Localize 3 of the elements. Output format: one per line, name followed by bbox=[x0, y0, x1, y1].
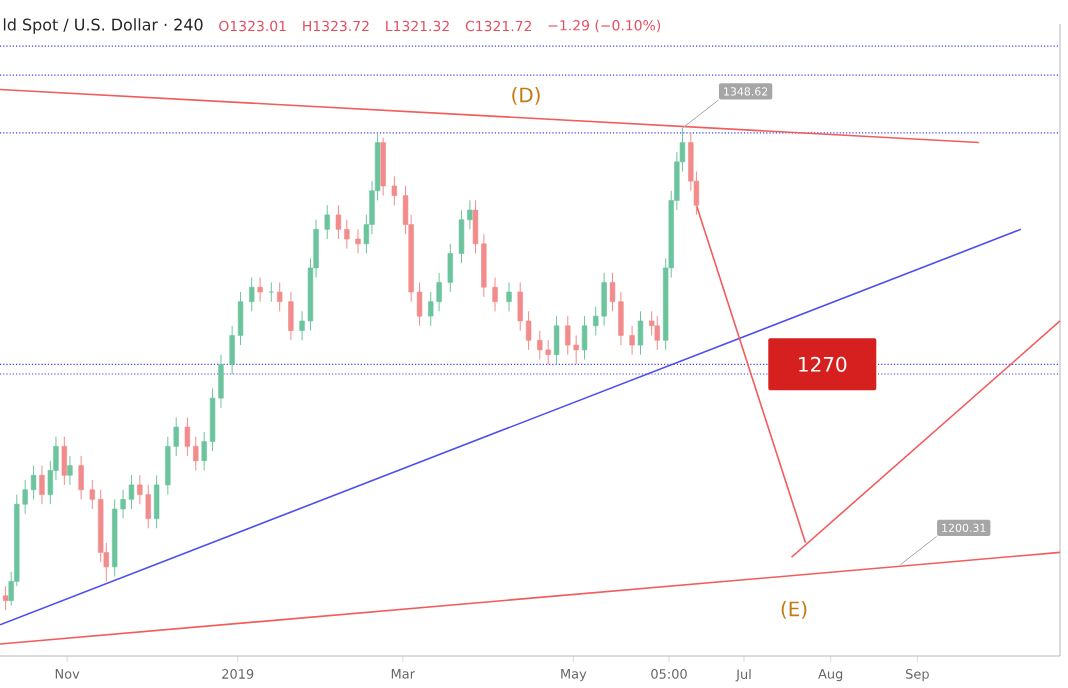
text: (D) bbox=[512, 87, 540, 105]
annotation: 1270 bbox=[799, 356, 847, 372]
annotation: (E) bbox=[781, 601, 807, 619]
